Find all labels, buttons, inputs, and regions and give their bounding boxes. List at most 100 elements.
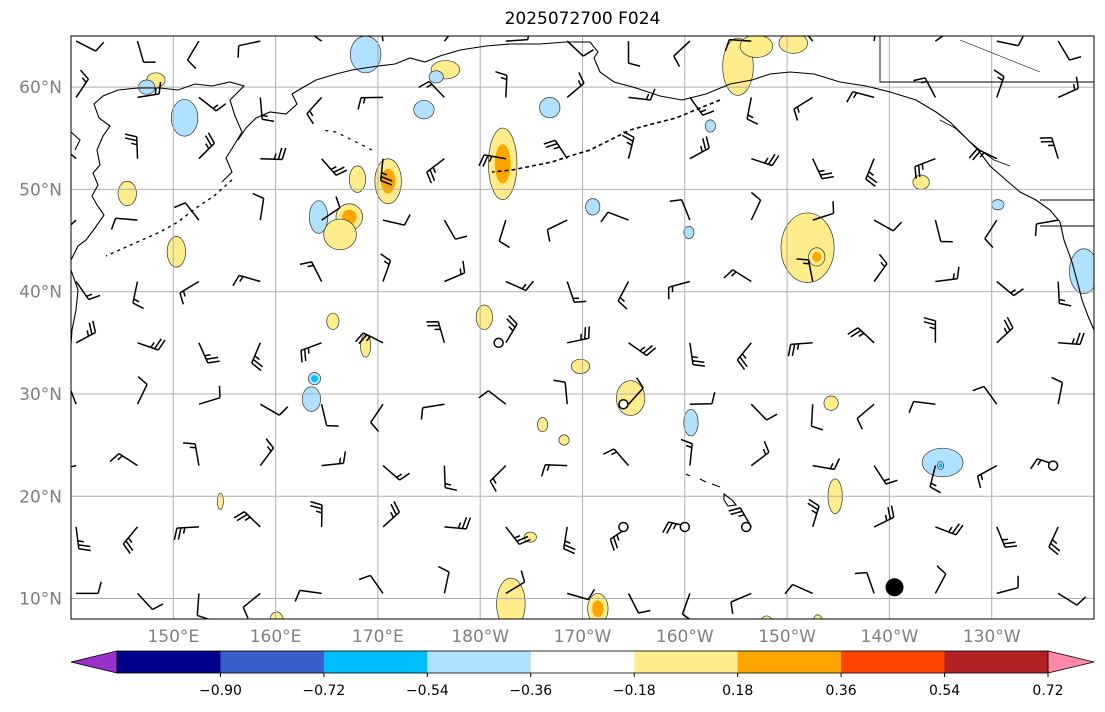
wind-barb: [934, 36, 945, 42]
colorbar-segment: [737, 651, 842, 673]
wind-barb: [935, 266, 960, 283]
wind-barb: [320, 404, 339, 427]
negative-anomaly-patch: [309, 200, 329, 234]
negative-anomaly-patch: [539, 97, 561, 119]
wind-barb: [934, 219, 953, 243]
wind-barb: [934, 565, 947, 594]
colorbar-tick-label: 0.36: [826, 683, 857, 699]
wind-barb: [566, 588, 596, 601]
wind-barb: [543, 139, 568, 160]
wind-barb: [993, 69, 1005, 98]
wind-barb: [294, 589, 322, 602]
wind-barb: [913, 77, 937, 98]
wind-barb: [996, 316, 1014, 344]
wind-barb: [751, 153, 780, 167]
wind-barb: [198, 385, 221, 405]
wind-barb: [75, 526, 91, 552]
wind-barb: [914, 158, 936, 179]
calm-wind-circle: [618, 398, 629, 410]
calm-wind-circles: [493, 337, 1059, 533]
positive-anomaly-patch: [496, 577, 526, 619]
wind-barb: [354, 332, 384, 345]
wind-barb: [1057, 592, 1087, 606]
wind-barb: [71, 388, 77, 405]
wind-barb: [812, 201, 835, 221]
wind-barb: [662, 521, 691, 534]
wind-barb: [1051, 376, 1064, 405]
wind-barb: [796, 258, 814, 282]
wind-barb: [259, 97, 275, 123]
wind-barb: [110, 217, 138, 230]
wind-barb: [935, 523, 964, 536]
wind-barb: [251, 342, 264, 372]
wind-barb: [306, 96, 323, 125]
negative-anomaly-patch: [704, 119, 716, 133]
wind-barb: [854, 571, 875, 594]
wind-barb: [728, 507, 752, 528]
wind-barb: [426, 320, 446, 344]
positive-anomaly-patch: [166, 236, 186, 268]
lon-tick-label: 170°E: [352, 627, 404, 647]
wind-barb: [418, 80, 445, 98]
lat-tick-label: 10°N: [19, 590, 62, 610]
wind-barb: [75, 320, 97, 344]
wind-barb: [1057, 281, 1072, 307]
lon-tick-label: 140°W: [861, 627, 919, 647]
positive-anomaly-patch: [780, 212, 835, 283]
positive-anomaly-patch: [570, 358, 591, 374]
positive-anomaly-patch: [558, 434, 570, 446]
wind-barb: [183, 442, 200, 466]
lon-tick-label: 150°W: [758, 627, 816, 647]
colorbar-segment: [530, 651, 635, 673]
positive-anomaly-patch: [494, 144, 511, 184]
wind-barb: [443, 36, 450, 42]
wind-barb: [76, 581, 102, 595]
storm-marker: [885, 578, 904, 597]
wind-barb: [972, 385, 998, 405]
wind-barb: [443, 465, 458, 492]
wind-barb: [617, 281, 630, 310]
wind-barb: [444, 260, 466, 283]
wind-barb: [505, 570, 526, 595]
wind-barb: [723, 269, 752, 283]
wind-barb: [628, 88, 656, 101]
negative-anomaly-patch: [301, 386, 321, 412]
colorbar-segment: [323, 651, 428, 673]
colorbar-segment: [427, 651, 532, 673]
wind-barb: [793, 96, 814, 121]
lon-tick-label: 160°E: [250, 627, 302, 647]
wind-barb: [259, 438, 275, 467]
wind-barb: [1039, 136, 1059, 159]
wind-barb: [71, 219, 77, 226]
negative-anomaly-patch: [311, 375, 318, 383]
wind-barb: [1048, 526, 1061, 556]
wind-barb: [124, 133, 139, 159]
wind-barb: [198, 342, 220, 364]
wind-barb: [260, 147, 287, 161]
positive-anomaly-patch: [323, 218, 357, 251]
wind-barb: [259, 403, 289, 416]
wind-barb: [321, 196, 341, 221]
wind-barb: [137, 81, 162, 99]
colorbar-tick-label: −0.54: [406, 683, 449, 699]
wind-barb: [136, 40, 156, 64]
wind-barb: [627, 377, 644, 405]
wind-barb: [137, 338, 166, 351]
wind-barb: [382, 465, 411, 481]
wind-barb: [357, 96, 384, 110]
positive-anomaly-patch: [537, 417, 549, 433]
wind-barb: [600, 211, 629, 223]
colorbar-tick-label: −0.90: [199, 683, 242, 699]
wind-barb: [567, 326, 591, 344]
wind-barb: [566, 281, 587, 304]
calm-wind-circle: [618, 521, 629, 533]
wind-barb: [627, 593, 651, 614]
coastlines: [71, 36, 1094, 507]
negative-anomaly-patch: [428, 70, 444, 84]
negative-anomaly-patch: [585, 198, 601, 216]
negative-anomaly-patch: [991, 199, 1005, 211]
positive-anomaly-patch: [812, 251, 822, 262]
wind-barb: [689, 96, 715, 116]
wind-barb: [495, 70, 508, 98]
